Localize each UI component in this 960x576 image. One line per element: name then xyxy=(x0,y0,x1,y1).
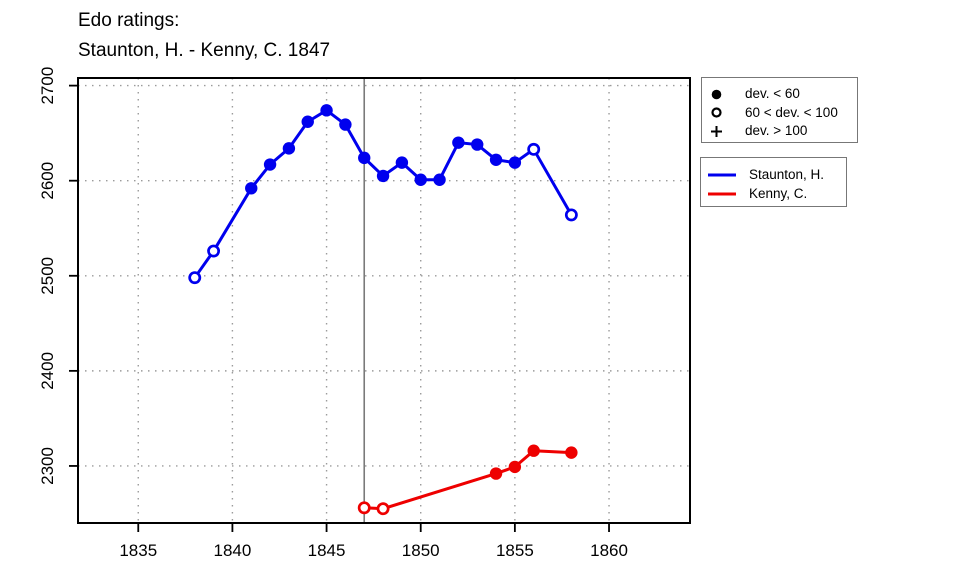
y-axis-tick-label: 2500 xyxy=(38,257,57,295)
x-axis-tick-label: 1855 xyxy=(496,541,534,560)
data-point-staunton-h xyxy=(358,151,371,165)
data-point-kenny-c xyxy=(489,467,503,480)
data-point-kenny-c xyxy=(357,501,371,515)
data-point-staunton-h xyxy=(564,208,578,222)
x-axis-tick-label: 1835 xyxy=(119,541,157,560)
legend-label-dev-lt-60: dev. < 60 xyxy=(745,86,800,101)
y-axis-tick-label: 2700 xyxy=(38,67,57,105)
data-point-staunton-h xyxy=(433,173,446,186)
staunton-line-swatch xyxy=(708,172,736,178)
data-point-staunton-h xyxy=(207,244,221,258)
data-point-kenny-c xyxy=(527,444,540,457)
legend-label-dev-gt-100: dev. > 100 xyxy=(745,123,808,138)
x-axis-tick-label: 1860 xyxy=(590,541,628,560)
data-point-staunton-h xyxy=(489,153,503,166)
data-point-staunton-h xyxy=(282,142,296,155)
data-point-staunton-h xyxy=(245,182,258,195)
data-point-kenny-c xyxy=(376,502,390,516)
plot-frame xyxy=(77,77,691,524)
marker-legend: dev. < 60 60 < dev. < 100 dev. > 100 xyxy=(701,77,858,143)
data-point-staunton-h xyxy=(508,156,522,169)
data-point-staunton-h xyxy=(471,138,484,151)
data-point-kenny-c xyxy=(565,446,578,459)
data-point-staunton-h xyxy=(395,156,409,169)
data-point-staunton-h xyxy=(452,136,465,149)
y-axis-tick-label: 2600 xyxy=(38,162,57,200)
legend-item-kenny: Kenny, C. xyxy=(708,185,846,204)
data-point-staunton-h xyxy=(414,173,427,186)
data-point-staunton-h xyxy=(527,142,541,156)
legend-item-dev-60-100: 60 < dev. < 100 xyxy=(709,104,857,123)
data-point-staunton-h xyxy=(301,115,314,128)
series-line-kenny-c xyxy=(362,449,573,511)
legend-item-dev-gt-100: dev. > 100 xyxy=(709,122,857,141)
x-axis-tick-label: 1850 xyxy=(402,541,440,560)
plus-icon xyxy=(709,125,724,138)
legend-item-dev-lt-60: dev. < 60 xyxy=(709,85,857,104)
data-point-staunton-h xyxy=(339,118,352,131)
legend-label-kenny: Kenny, C. xyxy=(749,185,808,201)
chart-title-line1: Edo ratings: xyxy=(78,10,180,31)
legend-label-staunton: Staunton, H. xyxy=(749,167,825,182)
open-circle-icon xyxy=(709,106,724,119)
y-axis-tick-label: 2300 xyxy=(38,447,57,485)
data-point-kenny-c xyxy=(508,460,522,474)
series-legend: Staunton, H. Kenny, C. xyxy=(700,157,847,207)
chart-title-line2: Staunton, H. - Kenny, C. 1847 xyxy=(78,40,331,61)
filled-circle-icon xyxy=(709,88,724,101)
legend-label-dev-60-100: 60 < dev. < 100 xyxy=(745,104,838,120)
legend-item-staunton: Staunton, H. xyxy=(708,166,846,185)
data-point-staunton-h xyxy=(320,104,333,117)
data-point-staunton-h xyxy=(263,158,277,171)
y-axis-tick-label: 2400 xyxy=(38,352,57,390)
kenny-line-swatch xyxy=(708,191,736,197)
data-point-staunton-h xyxy=(376,169,390,183)
x-axis-tick-label: 1840 xyxy=(213,541,251,560)
data-point-staunton-h xyxy=(188,271,202,285)
x-axis-tick-label: 1845 xyxy=(308,541,346,560)
